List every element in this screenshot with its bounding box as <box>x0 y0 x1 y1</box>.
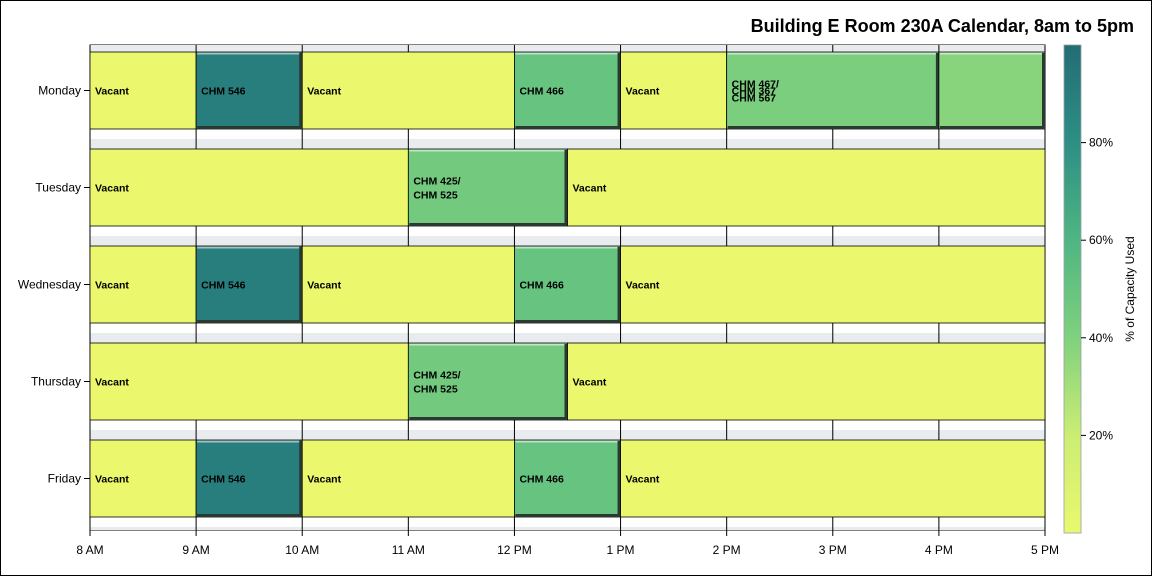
bar-label: Vacant <box>95 183 129 195</box>
x-tick-label: 10 AM <box>285 543 319 557</box>
schedule-bar[interactable]: Vacant <box>620 439 1046 518</box>
bar-rect <box>620 439 1046 518</box>
schedule-bar[interactable]: CHM 467/CHM 367 CHM 567 <box>726 51 940 130</box>
row-separator-band <box>90 236 1045 246</box>
bar-rect <box>301 245 515 324</box>
schedule-bar[interactable]: Vacant <box>301 439 515 518</box>
schedule-bar[interactable]: Vacant <box>620 51 728 130</box>
y-tick-label: Friday <box>48 472 81 486</box>
y-tick-label: Monday <box>38 84 81 98</box>
bar-rect <box>620 245 1046 324</box>
x-tick-label: 9 AM <box>182 543 209 557</box>
bar-label: Vacant <box>573 377 607 389</box>
bar-label: Vacant <box>307 474 341 486</box>
bar-label: Vacant <box>626 86 660 98</box>
colorbar-tick-label: 80% <box>1089 136 1113 150</box>
schedule-bar[interactable]: CHM 466 <box>514 439 621 518</box>
x-tick-label: 5 PM <box>1031 543 1059 557</box>
bar-rect <box>407 342 568 421</box>
schedule-bar[interactable]: Vacant <box>89 439 197 518</box>
x-tick-label: 3 PM <box>819 543 847 557</box>
y-tick-label: Thursday <box>31 375 81 389</box>
bar-label: CHM 546 <box>201 86 246 98</box>
schedule-bar[interactable]: Vacant <box>89 342 409 421</box>
bar-label: CHM 425/CHM 525 <box>413 370 460 396</box>
bar-label: CHM 467/CHM 367 CHM 567 <box>732 79 779 105</box>
bar-label: Vacant <box>95 474 129 486</box>
bar-rect <box>514 51 621 130</box>
bar-rect <box>301 51 515 130</box>
schedule-bar[interactable]: CHM 425/CHM 525 <box>407 148 568 227</box>
bar-rect <box>407 148 568 227</box>
schedule-bar[interactable]: CHM 546 <box>195 51 303 130</box>
y-axis: Monday Tuesday Wednesday Thursday Friday <box>18 84 90 486</box>
bar-rect <box>195 51 303 130</box>
x-tick-label: 11 AM <box>392 543 425 557</box>
row-separator-band <box>90 45 1045 52</box>
row-separator-band <box>90 430 1045 440</box>
colorbar-tick-label: 20% <box>1089 428 1113 442</box>
schedule-bar[interactable]: CHM 425/CHM 525 <box>407 342 568 421</box>
bar-label: Vacant <box>95 280 129 292</box>
schedule-bar[interactable]: CHM 546 <box>195 245 303 324</box>
colorbar-gradient <box>1063 44 1082 534</box>
schedule-bar[interactable]: Vacant <box>567 148 1046 227</box>
schedule-bar[interactable]: Vacant <box>301 51 515 130</box>
x-tick-label: 1 PM <box>607 543 635 557</box>
bar-rect <box>567 148 1046 227</box>
colorbar-tick-label: 60% <box>1089 233 1113 247</box>
x-tick-label: 8 AM <box>76 543 103 557</box>
schedule-bar[interactable]: Vacant <box>620 245 1046 324</box>
x-axis: 8 AM 9 AM 10 AM 11 AM 12 PM 1 PM 2 PM 3 PM 4 PM 5… <box>76 530 1059 557</box>
bar-label: Vacant <box>626 474 660 486</box>
bar-rect <box>726 51 940 130</box>
bar-label: CHM 466 <box>519 280 564 292</box>
row-separator-band <box>90 333 1045 343</box>
schedule-bar[interactable]: Vacant <box>567 342 1046 421</box>
bar-rect <box>514 439 621 518</box>
bar-label: Vacant <box>307 86 341 98</box>
bar-rect <box>89 342 409 421</box>
bar-rect <box>89 51 197 130</box>
bar-label: Vacant <box>307 280 341 292</box>
bar-label: Vacant <box>95 377 129 389</box>
colorbar-title: % of Capacity Used <box>1123 236 1137 341</box>
chart-title: Building E Room 230A Calendar, 8am to 5p… <box>751 16 1134 36</box>
bar-label: Vacant <box>626 280 660 292</box>
colorbar-legend: 20% 40% 60% 80% % of Capacity Used <box>1063 44 1137 534</box>
y-tick-label: Wednesday <box>18 278 81 292</box>
schedule-bar[interactable]: CHM 546 <box>195 439 303 518</box>
bar-rect <box>567 342 1046 421</box>
schedule-bar[interactable]: Vacant <box>89 245 197 324</box>
bar-label: Vacant <box>95 86 129 98</box>
bar-label: CHM 425/CHM 525 <box>413 176 460 202</box>
bar-rect <box>938 51 1046 130</box>
bar-rect <box>301 439 515 518</box>
schedule-bar[interactable]: Vacant <box>89 51 197 130</box>
schedule-bar[interactable]: CHM 466 <box>514 51 621 130</box>
bar-rect <box>620 51 728 130</box>
schedule-bar[interactable] <box>938 51 1046 130</box>
row-separator-band <box>90 527 1045 530</box>
bar-label: CHM 466 <box>519 474 564 486</box>
bar-rect <box>514 245 621 324</box>
x-tick-label: 12 PM <box>497 543 532 557</box>
schedule-bars: Vacant CHM 546 Vacant CHM 466 Vacant CHM 467/… <box>89 51 1046 518</box>
schedule-bar[interactable]: CHM 466 <box>514 245 621 324</box>
x-tick-label: 4 PM <box>925 543 953 557</box>
x-tick-label: 2 PM <box>713 543 741 557</box>
y-tick-label: Tuesday <box>35 181 81 195</box>
bar-label: Vacant <box>573 183 607 195</box>
bar-label: CHM 546 <box>201 474 246 486</box>
schedule-bar[interactable]: Vacant <box>89 148 409 227</box>
bar-label: CHM 546 <box>201 280 246 292</box>
row-separator-band <box>90 139 1045 149</box>
bar-rect <box>195 245 303 324</box>
bar-rect <box>89 439 197 518</box>
bar-rect <box>89 148 409 227</box>
schedule-bar[interactable]: Vacant <box>301 245 515 324</box>
colorbar-tick-label: 40% <box>1089 331 1113 345</box>
bar-label: CHM 466 <box>519 86 564 98</box>
